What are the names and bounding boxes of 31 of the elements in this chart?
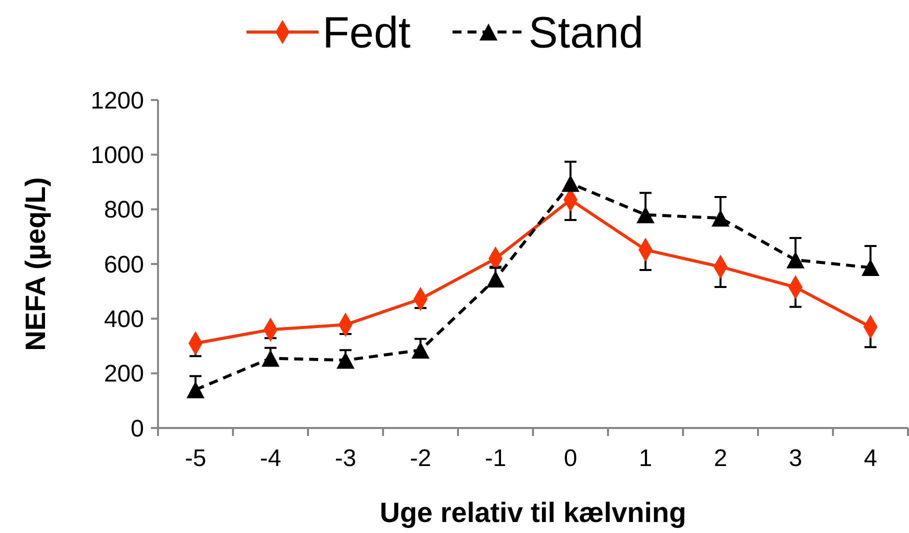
x-tick-label: -4 <box>260 445 282 472</box>
y-tick-label: 200 <box>104 360 144 388</box>
x-tick-label: 4 <box>864 445 878 472</box>
x-tick-label: 3 <box>788 445 802 472</box>
point <box>486 270 504 288</box>
x-axis-title: Uge relativ til kælvning <box>380 497 686 528</box>
point <box>636 206 654 224</box>
x-tick-label: 0 <box>564 445 578 472</box>
point <box>712 210 730 227</box>
y-tick-label: 600 <box>104 251 144 278</box>
point <box>562 174 580 192</box>
point <box>412 342 430 359</box>
x-tick-label: -3 <box>334 445 356 472</box>
y-tick-label: 400 <box>104 306 144 334</box>
y-tick-label: 0 <box>130 415 144 442</box>
y-axis-title: NEFA (µeq/L) <box>20 177 51 351</box>
legend-label: Fedt <box>322 8 411 58</box>
x-tick-label: -5 <box>184 445 206 472</box>
y-tick-label: 800 <box>104 196 144 224</box>
point <box>186 381 204 398</box>
x-tick-label: -2 <box>410 445 432 472</box>
y-tick-label: 1000 <box>90 142 144 170</box>
point <box>262 350 280 367</box>
x-tick-label: 2 <box>714 445 728 472</box>
point <box>862 259 880 276</box>
x-tick-label: -1 <box>484 445 506 472</box>
y-tick-label: 1200 <box>90 87 144 114</box>
x-tick-label: 1 <box>638 445 652 472</box>
legend-label: Stand <box>528 8 644 58</box>
point <box>336 352 354 369</box>
point <box>786 251 804 268</box>
